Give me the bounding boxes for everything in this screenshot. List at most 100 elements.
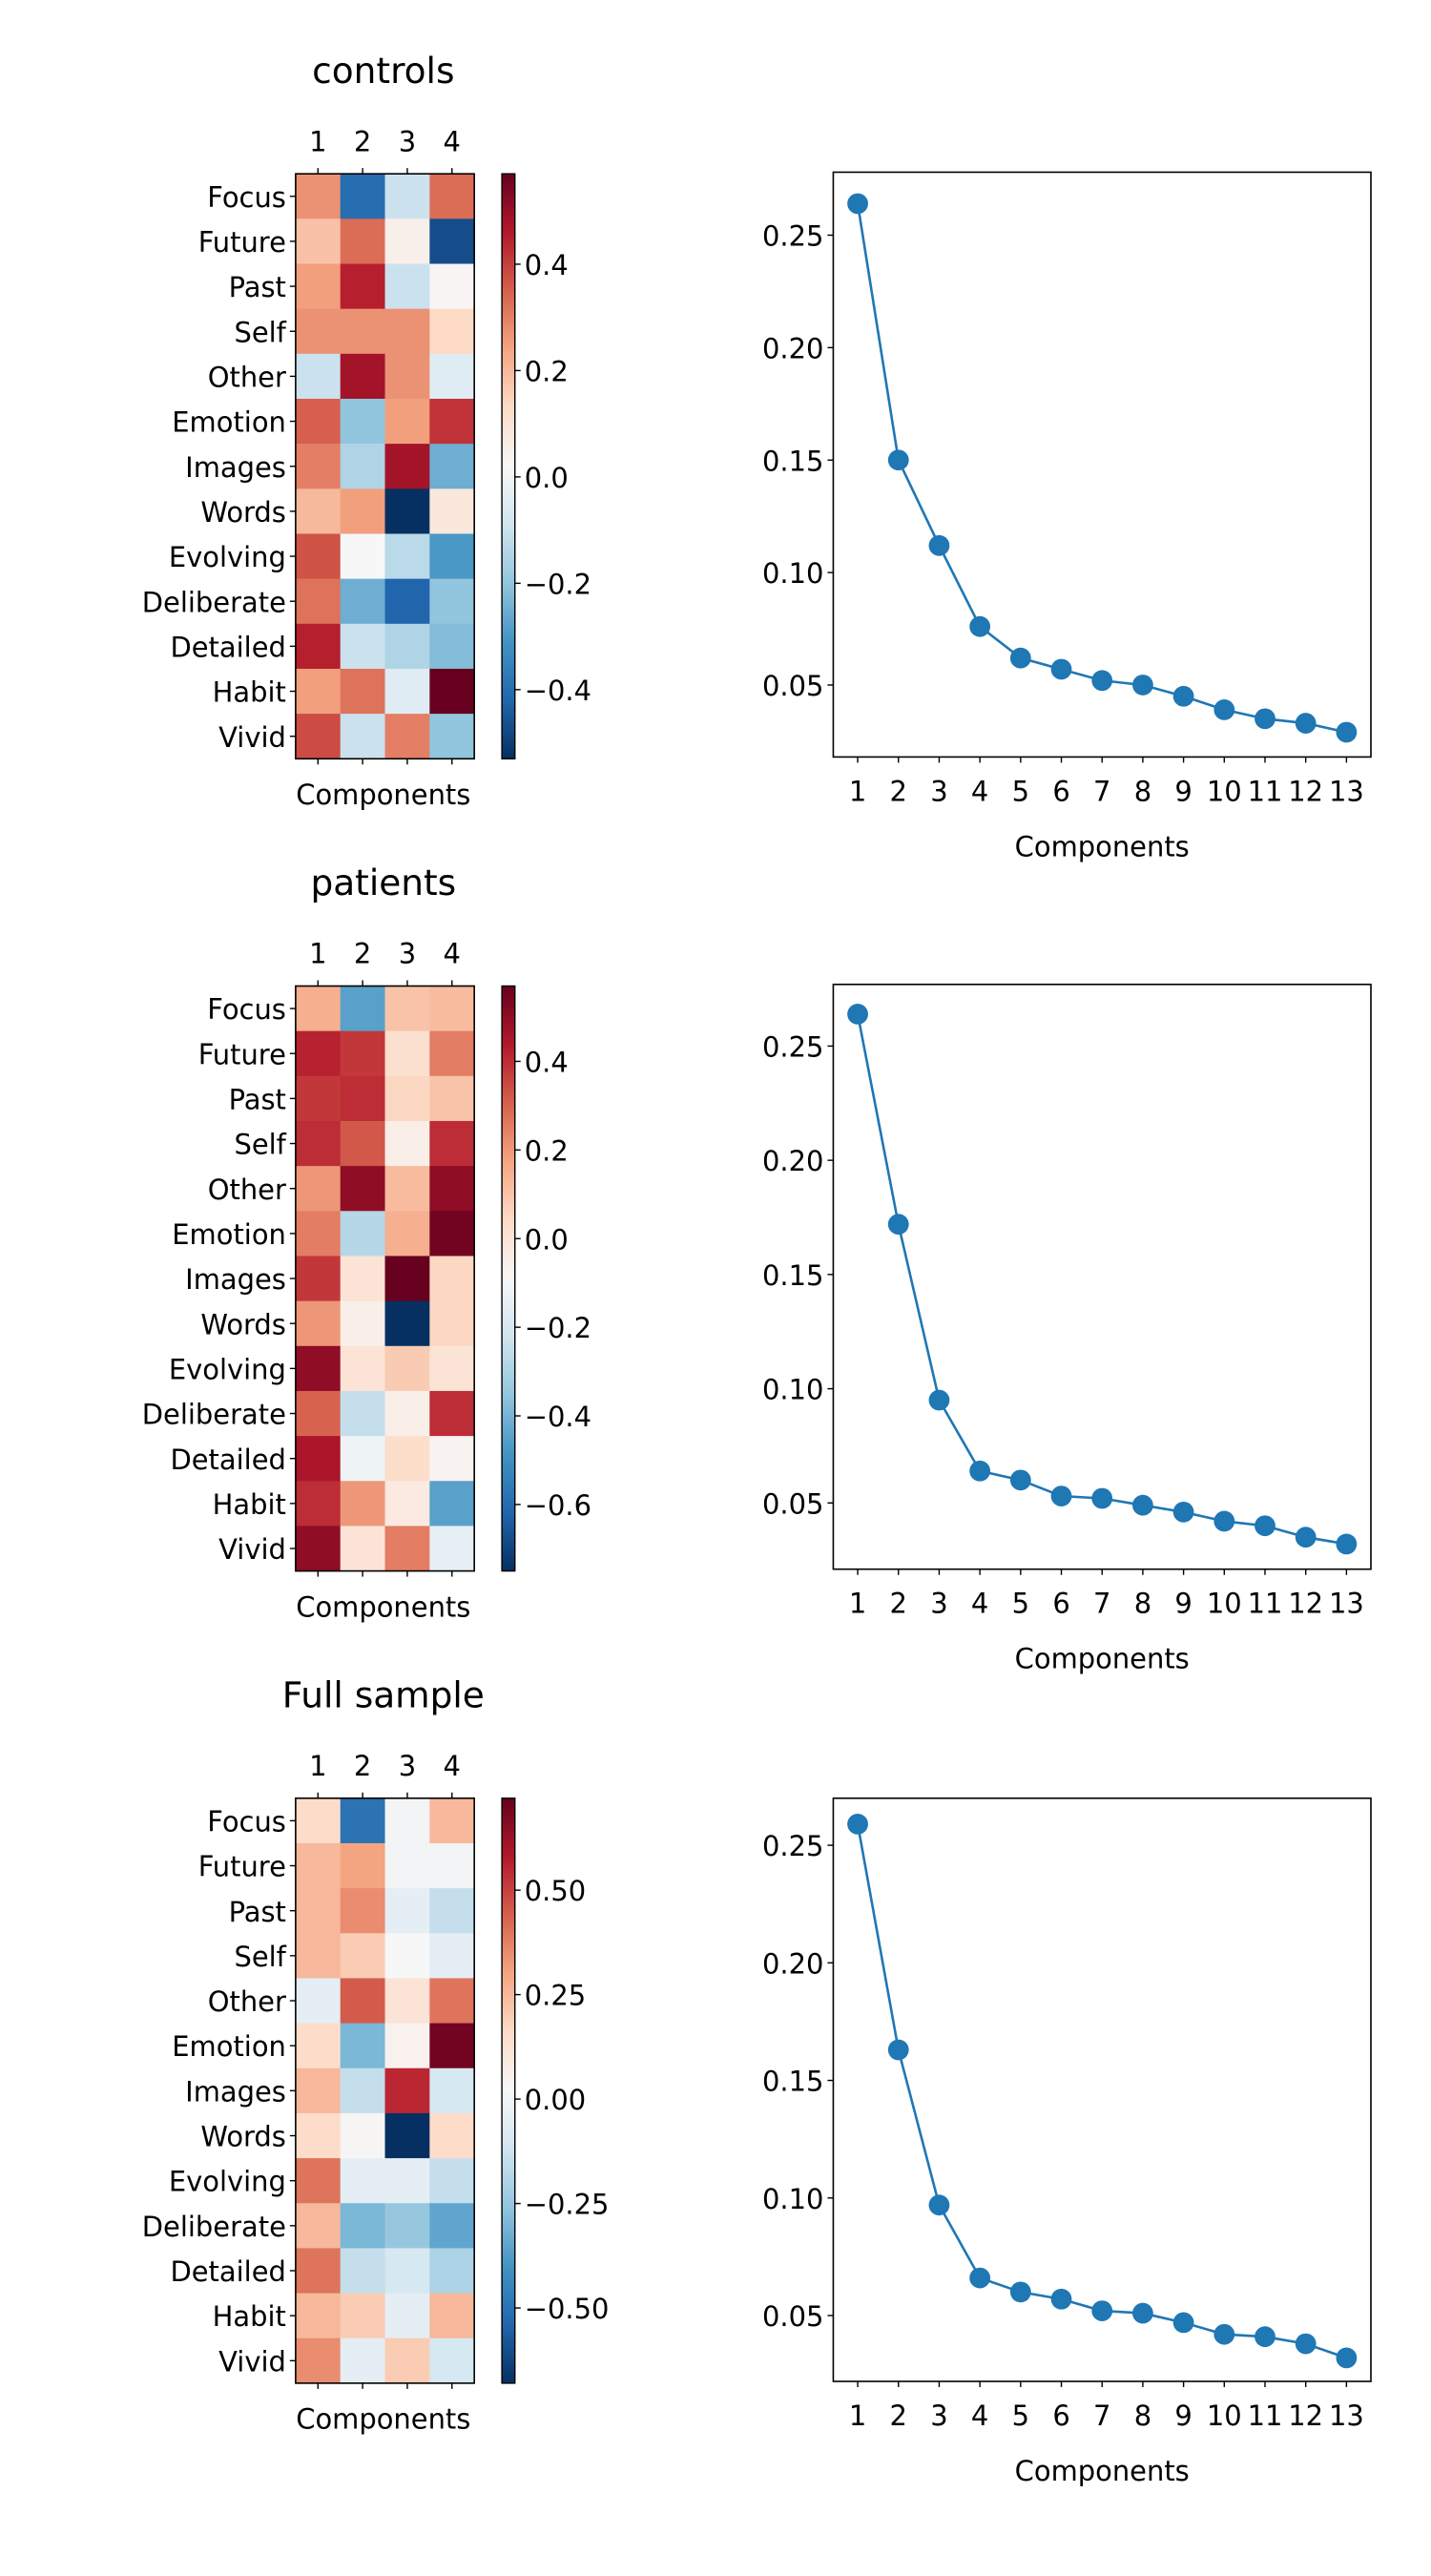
heatmap-cell (295, 174, 342, 219)
x-tick-label: 9 (1174, 2399, 1192, 2432)
heatmap-cell (295, 2248, 342, 2295)
x-tick-label: 7 (1093, 1588, 1110, 1620)
y-tick-label: 0.15 (762, 445, 823, 477)
heatmap-cell (295, 1481, 342, 1527)
colorbar-tick-label: 0.4 (525, 249, 569, 281)
row-label: Words (200, 2121, 285, 2153)
heatmap-cell (384, 2293, 430, 2339)
y-tick-label: 0.10 (762, 2183, 823, 2215)
heatmap-cell (340, 2112, 386, 2159)
heatmap-cell (384, 1978, 430, 2025)
heatmap-cell (429, 398, 475, 445)
heatmap-cell (295, 1075, 342, 1122)
line-panel: 0.050.100.150.200.251 2 3 4 5 6 7 8 9 10 11 12 13Com… (762, 1797, 1372, 2487)
x-tick-label: 2 (890, 1588, 907, 1620)
heatmap-cell (429, 1345, 475, 1392)
colorbar-tick-label: 0.00 (525, 2084, 586, 2116)
heatmap-cell (340, 1436, 386, 1482)
heatmap-cell (429, 1211, 475, 1257)
x-tick-label: 8 (1134, 1588, 1151, 1620)
y-tick-label: 0.05 (762, 670, 823, 702)
data-point (1213, 699, 1235, 720)
data-point (847, 1814, 868, 1835)
heatmap-cell (295, 623, 342, 670)
heatmap-cell (340, 308, 386, 355)
heatmap-cell (384, 2112, 430, 2159)
y-tick-label: 0.10 (762, 557, 823, 590)
plot-frame (832, 171, 1372, 758)
heatmap-cell (384, 444, 430, 489)
heatmap-cell (429, 2067, 475, 2114)
x-tick-label: 12 (1288, 775, 1323, 807)
x-axis-label: Components (296, 1590, 470, 1623)
heatmap-cell (340, 2158, 386, 2204)
heatmap-cell (340, 444, 386, 489)
row-label: Detailed (170, 631, 285, 663)
row-label: Words (200, 496, 285, 529)
x-axis-label: Components (296, 779, 470, 811)
heatmap-cell (340, 2293, 386, 2339)
heatmap-cell (429, 488, 475, 535)
colorbar-tick-label: −0.6 (525, 1489, 591, 1522)
heatmap-cell (429, 353, 475, 400)
heatmap-cell (384, 986, 430, 1032)
x-axis-label: Components (296, 2403, 470, 2436)
data-point (1336, 1533, 1358, 1555)
data-point (1050, 2288, 1072, 2310)
heatmap-cell (384, 218, 430, 265)
data-point (1091, 2300, 1113, 2321)
x-tick-label: 1 (309, 938, 326, 970)
heatmap-cell (340, 1075, 386, 1122)
heatmap-cell (340, 1797, 386, 1844)
row-label: Emotion (172, 406, 286, 439)
heatmap-cell (384, 1436, 430, 1482)
heatmap-cell (429, 1166, 475, 1212)
data-point (1091, 670, 1113, 692)
heatmap-cell (340, 533, 386, 580)
row-label: Self (234, 1129, 286, 1161)
x-tick-label: 10 (1207, 775, 1242, 807)
data-point (1213, 1510, 1235, 1532)
x-tick-label: 2 (354, 1750, 371, 1782)
heatmap-cell (429, 2112, 475, 2159)
heatmap-cell (384, 1030, 430, 1077)
heatmap-cell (295, 668, 342, 715)
heatmap-cell (295, 1390, 342, 1437)
heatmap-cell (429, 2248, 475, 2295)
heatmap-cell (295, 986, 342, 1032)
heatmap-cell (340, 174, 386, 219)
x-tick-label: 5 (1012, 1588, 1029, 1620)
heatmap-cell (384, 263, 430, 310)
x-tick-label: 8 (1134, 2399, 1151, 2432)
heatmap-cell (295, 2158, 342, 2204)
x-tick-label: 10 (1207, 2399, 1242, 2432)
heatmap-cell (429, 1120, 475, 1167)
x-tick-label: 3 (399, 1750, 416, 1782)
heatmap-cell (384, 2158, 430, 2204)
data-point (1295, 713, 1317, 734)
x-tick-label: 1 (309, 1750, 326, 1782)
x-tick-label: 11 (1248, 775, 1283, 807)
data-point (969, 1460, 991, 1482)
data-point (1009, 2281, 1031, 2303)
heatmap-cell (429, 2293, 475, 2339)
series-line (856, 1823, 1347, 2359)
heatmap-cell (295, 1978, 342, 2025)
x-tick-label: 11 (1248, 2399, 1283, 2432)
heatmap-cell (340, 1978, 386, 2025)
heatmap-cell (384, 1481, 430, 1527)
heatmap-cell (384, 488, 430, 535)
heatmap-cell (429, 263, 475, 310)
row-label: Images (185, 451, 286, 484)
row-label: Habit (213, 2300, 286, 2333)
heatmap-cell (295, 2203, 342, 2250)
x-tick-label: 3 (930, 775, 947, 807)
heatmap-cell (429, 714, 475, 759)
heatmap-cell (384, 1075, 430, 1122)
heatmap-cell (340, 2337, 386, 2384)
colorbar-tick-label: 0.2 (525, 355, 569, 387)
heatmap-cell (295, 263, 342, 310)
heatmap-title: Full sample (282, 1673, 485, 1715)
x-tick-label: 5 (1012, 775, 1029, 807)
x-tick-label: 3 (930, 1588, 947, 1620)
